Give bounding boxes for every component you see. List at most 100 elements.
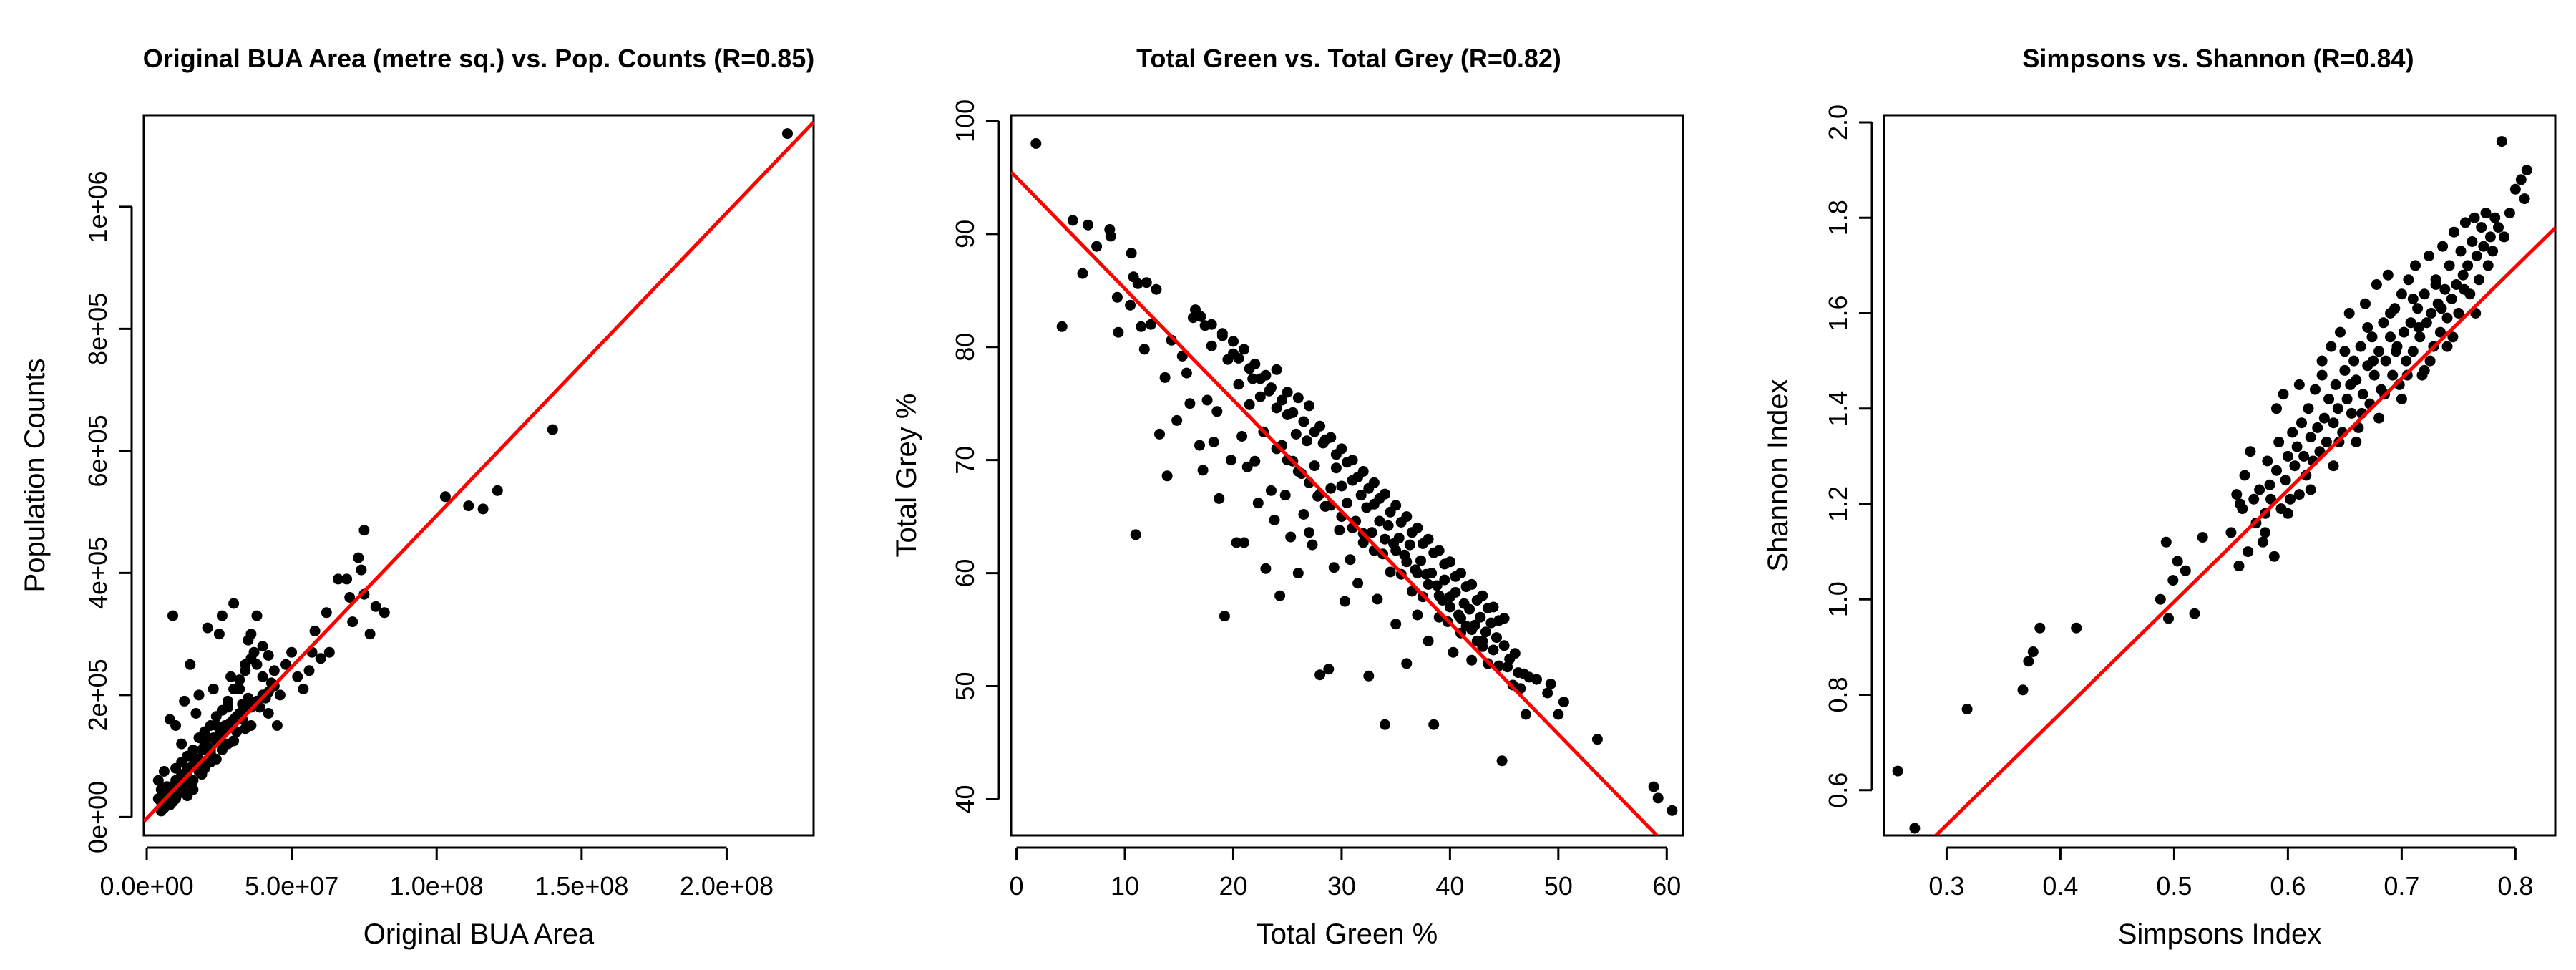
data-point (2017, 684, 2029, 696)
chart-2-y-axis-label: Total Grey % (891, 394, 922, 558)
data-point (1531, 674, 1542, 685)
data-point (1290, 428, 1302, 440)
data-point (1260, 563, 1272, 574)
chart-1-y-tick-label: 4e+05 (83, 537, 112, 609)
data-point (1302, 435, 1312, 447)
data-point (1385, 506, 1396, 518)
data-point (2034, 622, 2046, 634)
chart-2-y-tick-label: 90 (950, 220, 980, 248)
data-point (323, 646, 335, 658)
data-point (1030, 138, 1042, 149)
data-point (2278, 389, 2289, 400)
data-point (1233, 379, 1244, 390)
data-point (251, 610, 263, 621)
data-point (2489, 212, 2501, 223)
data-point (356, 564, 367, 576)
chart-2-x-tick-label: 0 (1010, 871, 1024, 901)
chart-2-y-tick-label: 100 (950, 100, 980, 142)
data-point (2482, 260, 2494, 271)
data-point (1298, 416, 1309, 427)
data-point (1423, 578, 1434, 590)
data-point (1083, 219, 1093, 231)
data-point (1077, 268, 1088, 279)
data-point (2339, 346, 2351, 357)
data-point (2233, 561, 2245, 572)
chart-2-y-tick-label: 40 (950, 785, 980, 813)
chart-1-x-axis: 0.0e+00 5.0e+07 1.0e+08 1.5e+08 2.0e+08 (99, 846, 774, 901)
data-point (2419, 288, 2430, 300)
data-point (1239, 344, 1250, 355)
chart-3-y-tick-label: 1.8 (1823, 200, 1853, 236)
data-point (2412, 303, 2424, 314)
data-point (1488, 644, 1499, 656)
data-point (1509, 648, 1521, 659)
data-point (2293, 379, 2305, 390)
data-point (439, 491, 451, 503)
data-point (1892, 765, 1903, 777)
data-point (2390, 346, 2401, 357)
data-point (1130, 529, 1141, 540)
data-point (243, 634, 254, 646)
chart-2-x-axis: 0 10 20 30 40 50 60 (1010, 846, 1681, 901)
data-point (1154, 428, 1165, 440)
data-point (2312, 422, 2323, 433)
data-point (2296, 417, 2307, 429)
data-point (1277, 394, 1288, 406)
chart-2-y-tick-label: 60 (950, 559, 980, 588)
data-point (1309, 426, 1320, 437)
data-point (2373, 412, 2385, 424)
data-point (1269, 514, 1280, 525)
data-point (167, 610, 178, 621)
data-point (1328, 562, 1340, 573)
data-point (1244, 399, 1255, 410)
data-point (1466, 624, 1478, 636)
data-point (358, 525, 370, 536)
data-point (2248, 493, 2260, 505)
data-point (1401, 556, 1413, 568)
data-point (2318, 412, 2330, 424)
data-point (2348, 355, 2360, 367)
data-point (1111, 291, 1123, 303)
data-point (1374, 493, 1385, 504)
data-point (205, 720, 216, 731)
data-point (2467, 236, 2478, 247)
chart-3-x-tick-label: 0.3 (1928, 871, 1964, 901)
data-point (2455, 246, 2467, 257)
data-point (1466, 654, 1478, 666)
chart-2-x-tick-label: 40 (1435, 871, 1464, 901)
data-point (240, 665, 251, 676)
data-point (1480, 626, 1491, 638)
data-point (2291, 441, 2303, 452)
data-point (1176, 350, 1188, 362)
data-point (2293, 489, 2305, 500)
data-point (1271, 364, 1282, 375)
data-point (176, 738, 187, 750)
data-point (370, 601, 381, 612)
data-point (2368, 369, 2380, 381)
data-point (1380, 533, 1390, 545)
data-point (1553, 709, 1564, 720)
data-point (463, 500, 474, 512)
data-point (1216, 330, 1228, 341)
chart-3-y-tick-label: 1.4 (1823, 391, 1853, 427)
data-point (251, 659, 263, 670)
data-point (321, 607, 332, 619)
data-point (2289, 460, 2301, 472)
data-point (1352, 578, 1364, 589)
data-point (2474, 274, 2484, 286)
data-point (2335, 326, 2346, 338)
data-point (286, 646, 298, 658)
data-point (2462, 260, 2474, 271)
data-point (2282, 450, 2293, 462)
data-point (2316, 369, 2328, 381)
data-point (2357, 389, 2368, 400)
data-point (179, 695, 190, 707)
chart-2-x-tick-label: 10 (1111, 871, 1139, 901)
data-point (2282, 508, 2293, 519)
data-point (1254, 391, 1266, 402)
chart-2-title: Total Green vs. Total Grey (R=0.82) (1136, 44, 1561, 73)
data-point (2160, 536, 2172, 548)
data-point (1428, 547, 1440, 558)
data-point (2459, 217, 2471, 228)
chart-3-title: Simpsons vs. Shannon (R=0.84) (2022, 44, 2414, 73)
